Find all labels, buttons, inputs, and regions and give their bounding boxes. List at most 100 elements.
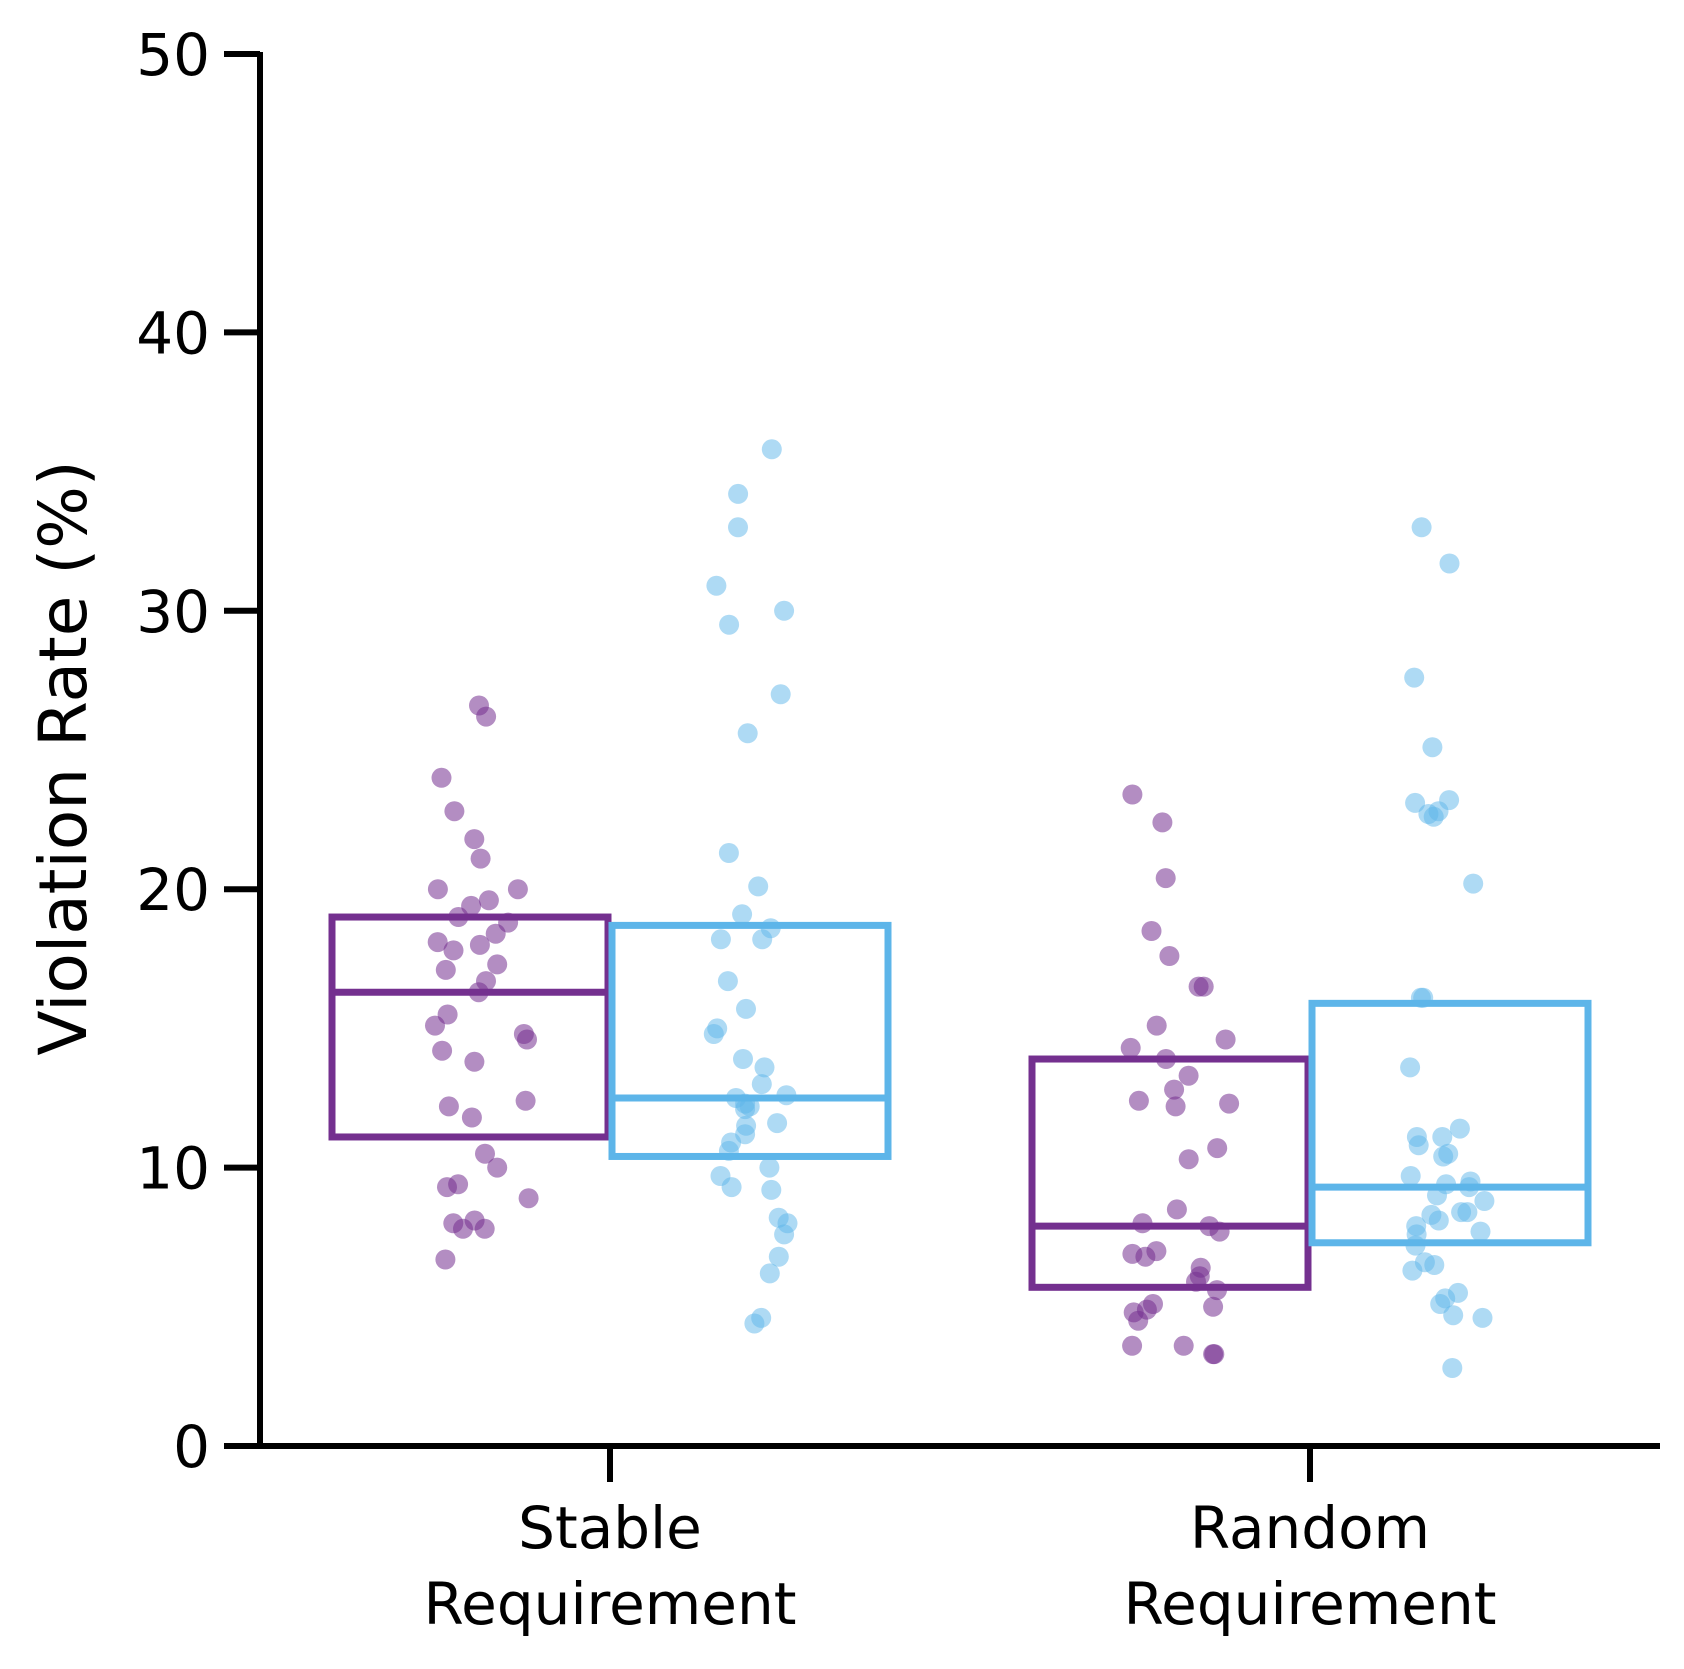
data-point: [759, 1263, 780, 1284]
data-point: [719, 614, 740, 635]
data-point: [754, 1057, 775, 1078]
x-tick-label: Requirement: [423, 1570, 796, 1638]
data-point: [751, 1074, 772, 1095]
data-point: [1128, 1090, 1149, 1111]
data-point: [1128, 1310, 1149, 1331]
data-point: [733, 1049, 753, 1069]
data-point: [1422, 737, 1443, 758]
data-point: [752, 929, 773, 950]
data-point: [487, 1157, 508, 1178]
data-point: [1400, 1057, 1421, 1078]
data-point: [461, 1107, 482, 1128]
data-point: [518, 1188, 539, 1209]
data-point: [1433, 1146, 1454, 1167]
data-point: [1428, 1210, 1449, 1231]
data-point: [768, 1246, 789, 1267]
data-point: [735, 1099, 756, 1120]
data-point: [1173, 1335, 1194, 1356]
data-point: [1439, 553, 1460, 574]
data-point: [717, 971, 738, 992]
data-point: [732, 904, 753, 925]
data-point: [748, 876, 769, 897]
data-point: [1451, 1202, 1472, 1223]
data-point: [464, 829, 485, 850]
data-point: [1166, 1199, 1187, 1220]
data-point: [464, 1051, 485, 1072]
data-points: [425, 439, 1495, 1378]
x-tick-label: Random: [1190, 1494, 1430, 1562]
data-point: [427, 932, 448, 953]
data-point: [470, 848, 491, 869]
data-point: [1204, 1344, 1225, 1365]
data-point: [761, 1179, 782, 1200]
x-axis: Stable Requirement Random Requirement: [257, 1443, 1660, 1638]
data-point: [425, 1015, 445, 1036]
data-point: [1146, 1015, 1167, 1036]
data-point: [767, 1113, 788, 1134]
data-point: [487, 954, 508, 975]
data-point: [515, 1090, 536, 1111]
data-point: [438, 1096, 459, 1117]
data-point: [1449, 1118, 1470, 1139]
data-point: [1193, 976, 1214, 997]
data-point: [1432, 1127, 1453, 1147]
box: [1308, 999, 1592, 1247]
boxes: [328, 913, 1592, 1291]
data-point: [443, 940, 464, 961]
y-tick-label: 20: [136, 856, 210, 924]
data-point: [427, 879, 448, 900]
data-point: [1152, 812, 1173, 833]
data-point: [432, 1040, 453, 1061]
data-point: [444, 801, 465, 822]
data-point: [435, 1249, 456, 1270]
data-point: [431, 767, 452, 788]
data-point: [1135, 1246, 1156, 1267]
data-point: [737, 723, 758, 744]
data-point: [703, 1024, 724, 1044]
data-point: [1400, 1166, 1421, 1186]
y-tick-label: 10: [136, 1135, 210, 1203]
data-point: [759, 1157, 780, 1178]
x-tick-label: Requirement: [1123, 1570, 1496, 1638]
data-point: [453, 1218, 473, 1239]
data-point: [774, 1224, 795, 1245]
data-point: [1443, 1305, 1464, 1326]
data-point: [1165, 1096, 1186, 1117]
data-point: [1463, 873, 1484, 894]
data-point: [437, 1177, 457, 1198]
data-point: [774, 600, 795, 621]
data-point: [1178, 1149, 1199, 1170]
y-tick-label: 50: [136, 21, 210, 89]
data-point: [1178, 1065, 1199, 1086]
data-point: [770, 684, 791, 705]
data-point: [1474, 1191, 1495, 1211]
data-point: [1203, 1296, 1224, 1317]
y-tick-label: 0: [173, 1413, 210, 1481]
data-point: [721, 1177, 742, 1198]
data-point: [706, 575, 727, 596]
y-axis: 0 10 20 30 40 50: [136, 21, 263, 1481]
data-point: [1402, 1260, 1423, 1281]
data-point: [736, 998, 756, 1019]
x-tick-label: Stable: [518, 1494, 702, 1562]
data-point: [728, 517, 748, 538]
data-point: [1219, 1093, 1240, 1114]
data-point: [1404, 667, 1425, 688]
data-point: [1122, 784, 1143, 805]
data-point: [1122, 1335, 1143, 1356]
data-point: [761, 439, 782, 460]
data-point: [1141, 921, 1162, 941]
data-point: [435, 959, 456, 980]
data-point: [710, 929, 731, 950]
data-point: [485, 923, 506, 944]
data-point: [1411, 517, 1432, 538]
data-point: [475, 1143, 495, 1164]
data-point: [1423, 806, 1444, 827]
data-point: [1472, 1307, 1493, 1328]
data-point: [1159, 946, 1180, 966]
data-point: [1207, 1138, 1228, 1159]
data-point: [1408, 1135, 1429, 1156]
data-point: [1470, 1221, 1491, 1242]
data-point: [1164, 1079, 1185, 1100]
data-point: [718, 843, 739, 863]
